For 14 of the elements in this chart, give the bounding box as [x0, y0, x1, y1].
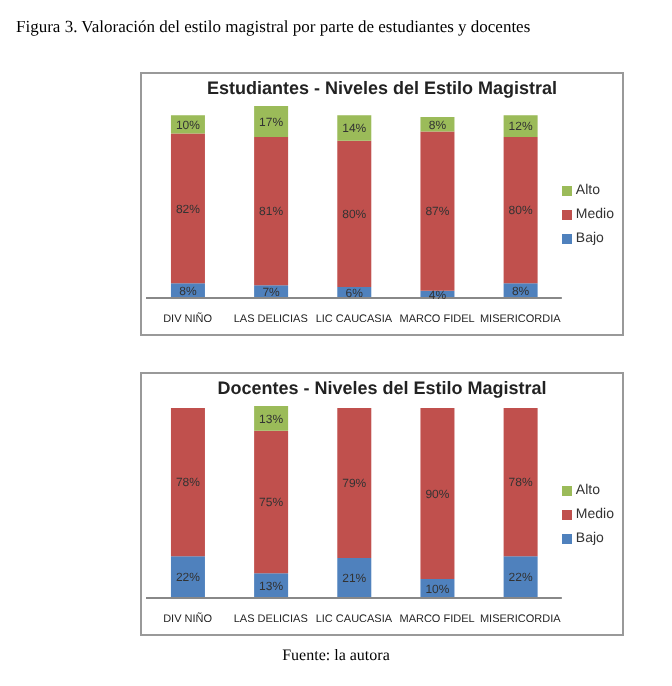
- bar: [420, 407, 455, 579]
- bar: [170, 133, 205, 284]
- source-note: Fuente: la autora: [280, 646, 392, 664]
- chart-title: Docentes - Niveles del Estilo Magistral: [215, 378, 549, 398]
- bar: [254, 137, 289, 286]
- bar: [420, 131, 455, 291]
- chart-title: Estudiantes - Niveles del Estilo Magistral: [204, 78, 560, 98]
- bar: [503, 407, 538, 557]
- bar: [337, 140, 372, 288]
- bar: [254, 430, 289, 574]
- bar: [503, 137, 538, 284]
- bar: [337, 407, 372, 559]
- text: Figura 3. Valoración del estilo magistral por parte de estudiantes y docentes: [16, 16, 533, 36]
- bar: [170, 407, 205, 557]
